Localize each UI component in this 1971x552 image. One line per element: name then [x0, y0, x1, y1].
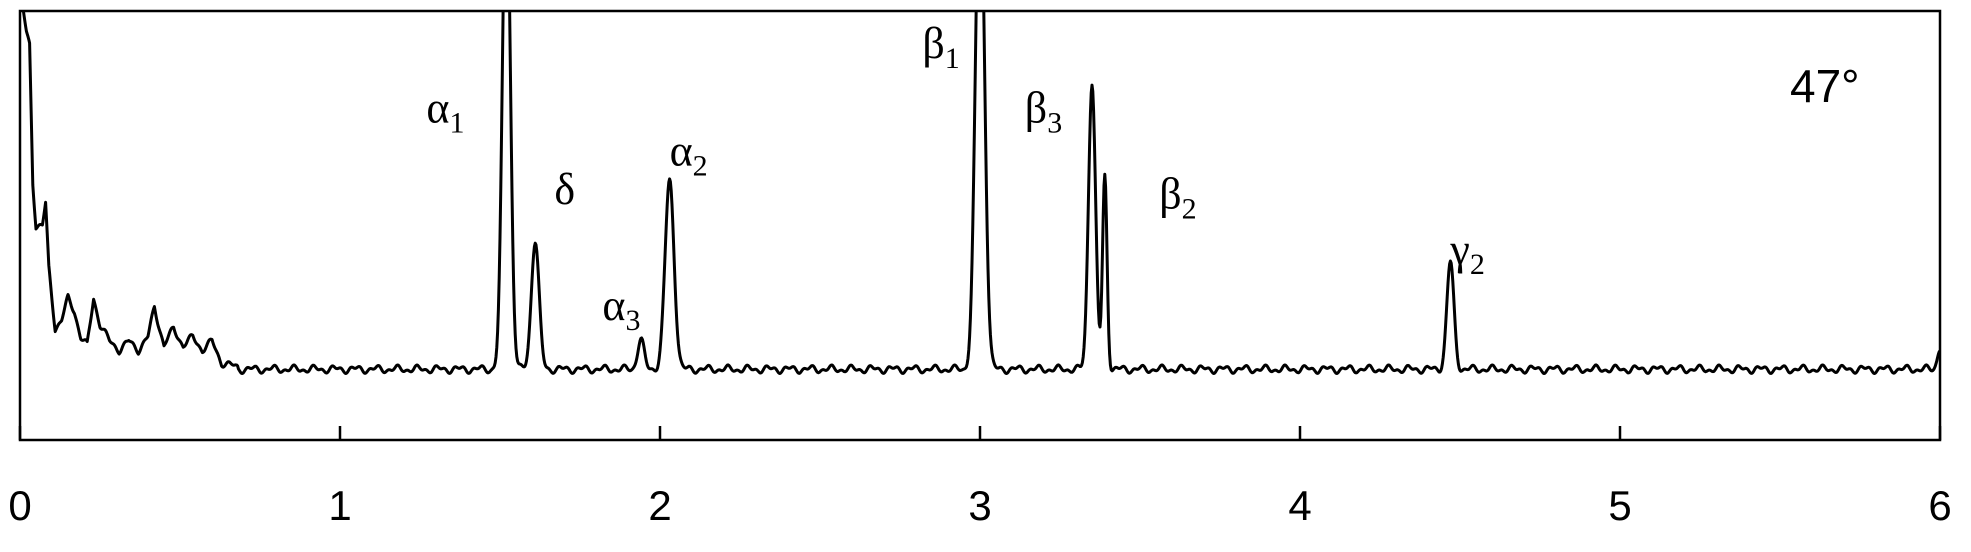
x-ticks: [18, 426, 1942, 440]
x-tick-label: 6: [1928, 482, 1951, 529]
series-line: [21, 11, 1940, 375]
peak-label: α1: [426, 84, 464, 140]
peak-label-subscript: 2: [1470, 248, 1485, 281]
peak-label: γ2: [1449, 225, 1484, 281]
peak-label-symbol: β: [1025, 84, 1047, 133]
peak-label: δ: [554, 165, 575, 214]
x-tick-label: 4: [1288, 482, 1311, 529]
x-tick-label: 3: [968, 482, 991, 529]
peak-label-subscript: 1: [945, 42, 960, 75]
peak-label: β1: [922, 19, 959, 75]
peak-label-symbol: δ: [554, 165, 575, 214]
peak-label-symbol: α: [426, 84, 449, 133]
plot-frame: [18, 9, 1942, 442]
x-tick-label: 2: [648, 482, 671, 529]
peak-label-subscript: 1: [449, 107, 464, 140]
x-tick-label: 0: [8, 482, 31, 529]
peak-label-symbol: α: [602, 281, 625, 330]
peak-label-subscript: 2: [1182, 192, 1197, 225]
peak-label-symbol: β: [922, 19, 944, 68]
peak-label: β2: [1159, 169, 1196, 225]
peak-label-symbol: β: [1159, 169, 1181, 218]
x-tick-labels: 0 1 2 3 4 5 6: [8, 482, 1951, 529]
x-tick-label: 1: [328, 482, 351, 529]
peak-label-subscript: 3: [625, 304, 640, 337]
peak-label-symbol: α: [670, 126, 693, 175]
angle-annotation: 47°: [1790, 60, 1860, 112]
peak-label: β3: [1025, 84, 1062, 140]
peak-label-symbol: γ: [1449, 225, 1469, 274]
peak-label-subscript: 3: [1047, 107, 1062, 140]
peak-label: α3: [602, 281, 640, 337]
peak-label-subscript: 2: [693, 149, 708, 182]
x-tick-label: 5: [1608, 482, 1631, 529]
peak-label: α2: [670, 126, 708, 182]
